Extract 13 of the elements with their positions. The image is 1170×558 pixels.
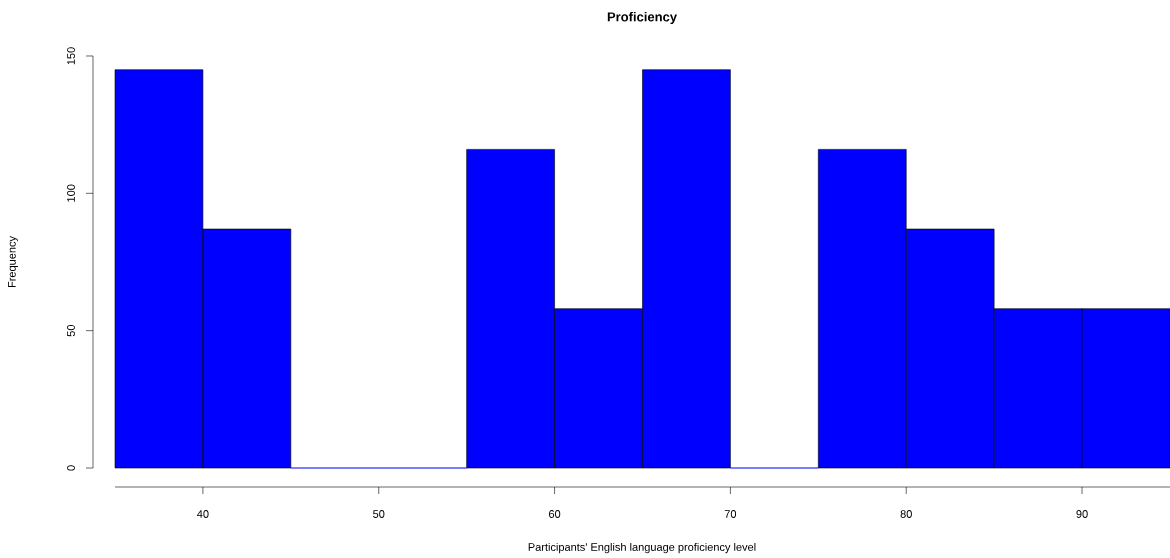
y-tick-label: 0	[67, 465, 75, 471]
x-tick-label: 60	[549, 510, 561, 518]
x-tick-label: 70	[724, 510, 737, 518]
x-tick-label: 80	[900, 510, 912, 518]
x-tick-label: 50	[373, 510, 385, 518]
y-tick-label: 50	[67, 324, 75, 337]
chart-title: Proficiency	[607, 11, 677, 25]
x-axis-title: Participants' English language proficiency level	[528, 542, 756, 554]
x-tick-label: 90	[1076, 510, 1088, 518]
y-tick-label: 100	[67, 184, 75, 202]
y-axis-title: Frequency	[8, 236, 18, 288]
y-tick-label: 150	[67, 47, 75, 65]
x-tick-label: 40	[197, 510, 209, 518]
